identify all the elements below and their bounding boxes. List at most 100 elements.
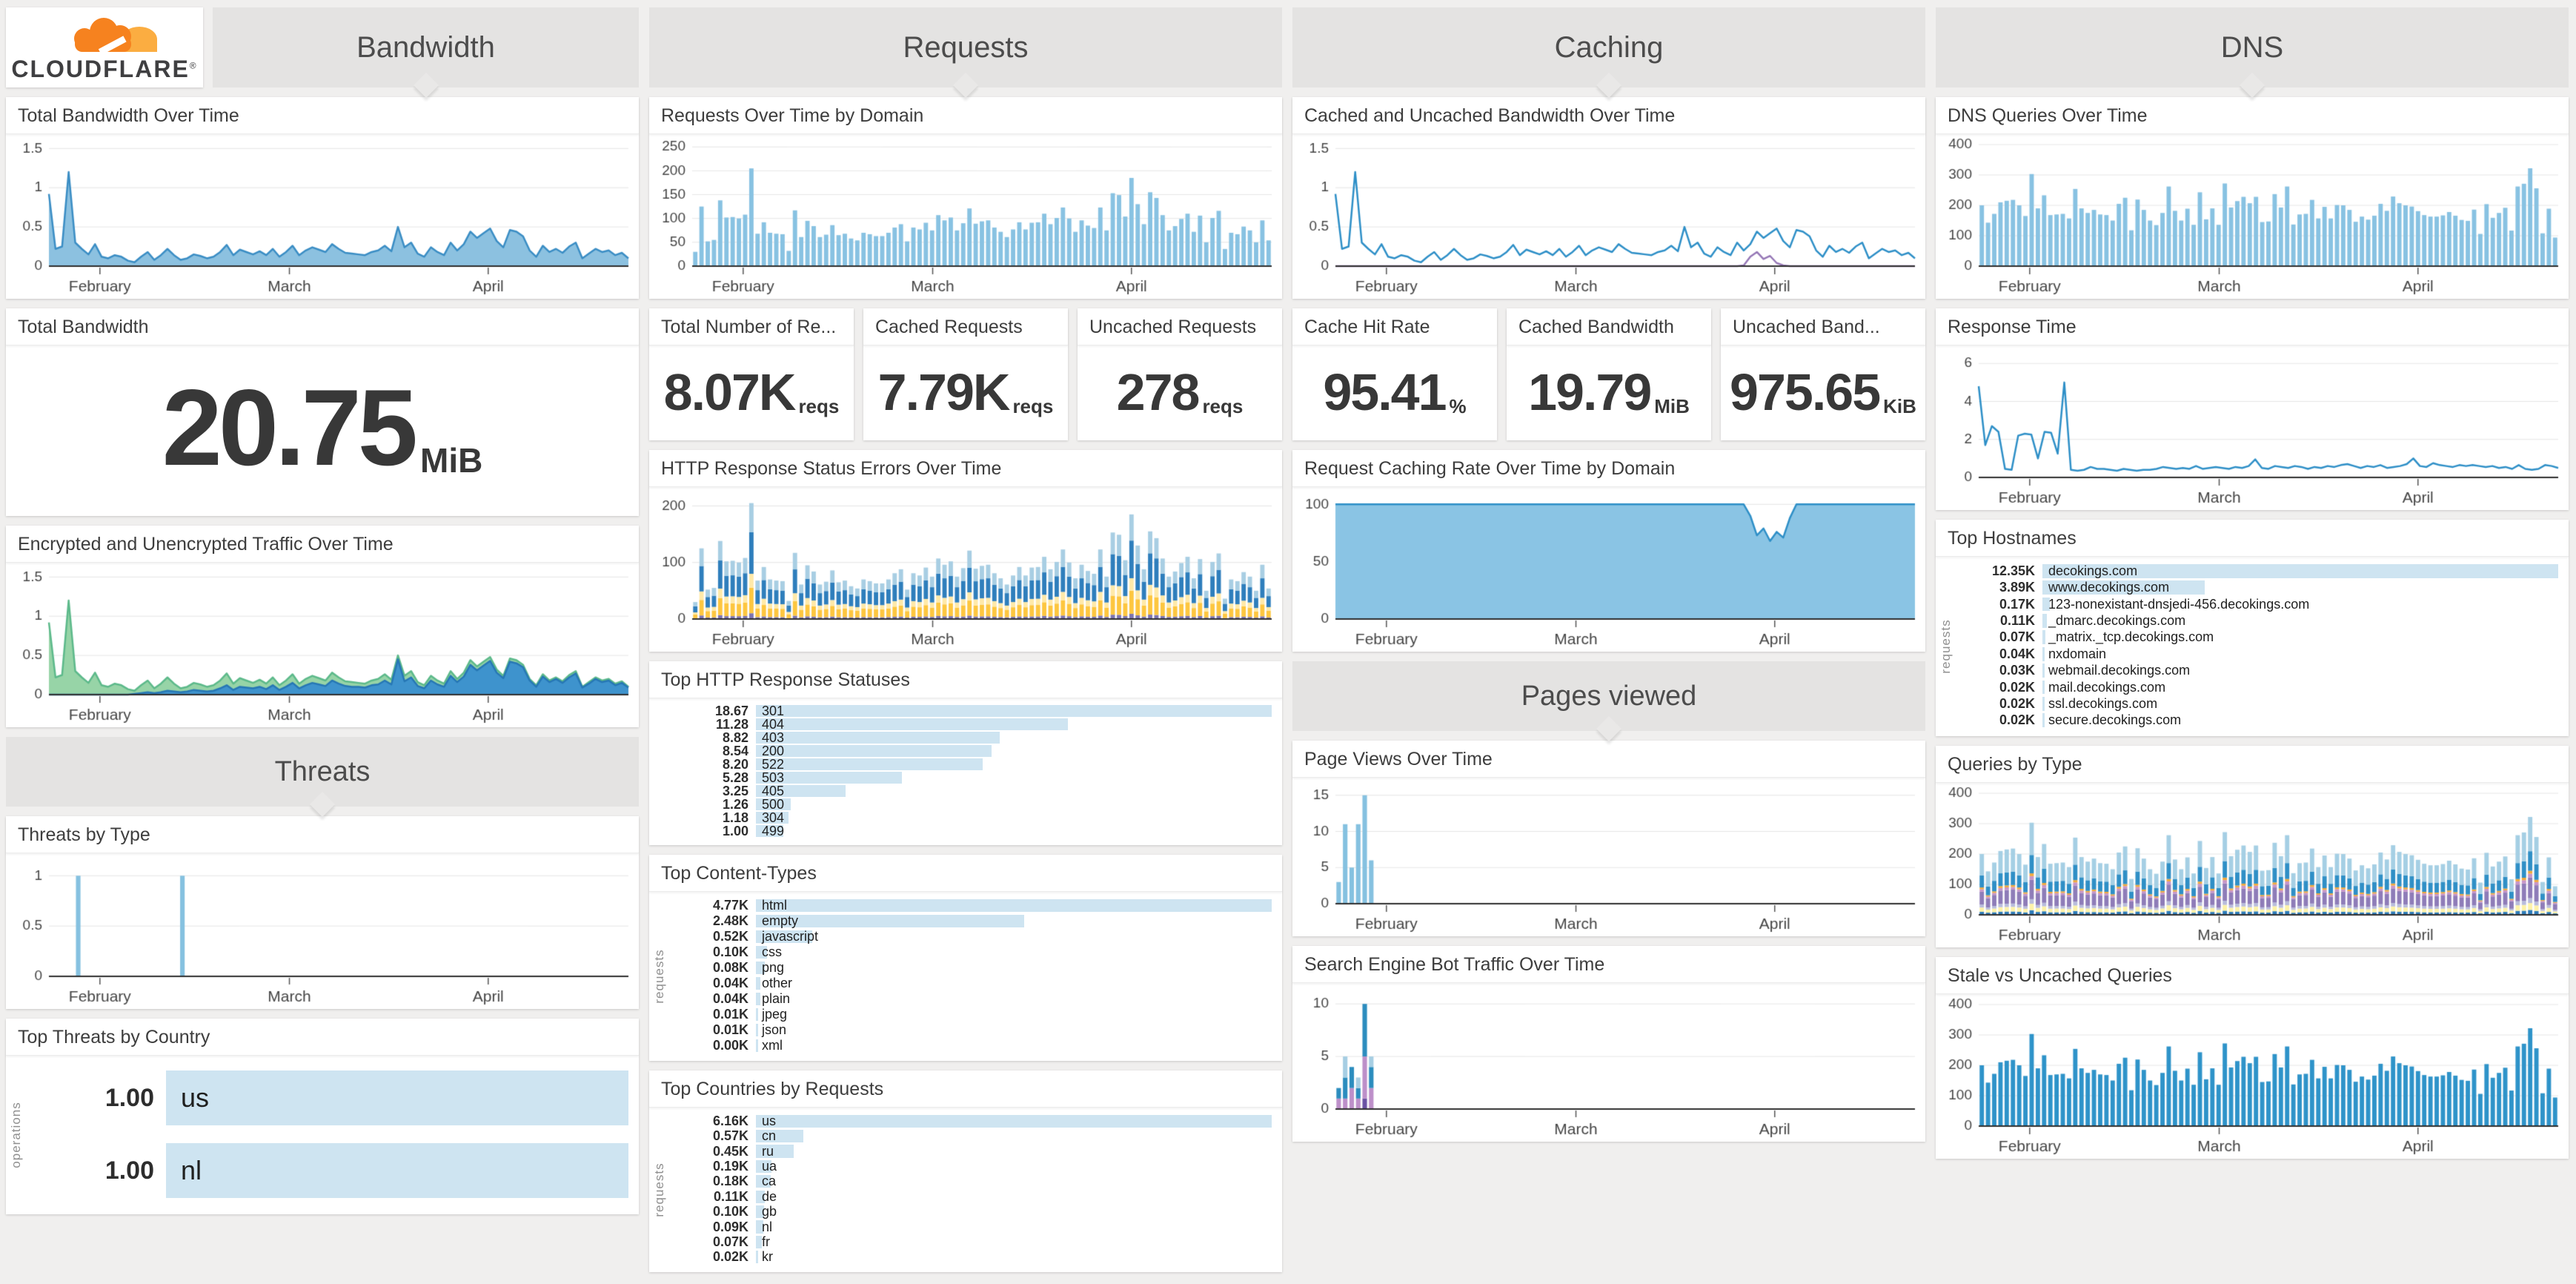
list-item[interactable]: 3.25 405 — [685, 784, 1272, 798]
list-item-value: 6.16K — [712, 1113, 748, 1128]
list-item-label: 404 — [762, 716, 785, 732]
list-item[interactable]: 0.03K webmail.decokings.com — [1971, 662, 2558, 678]
list-item-value: 1.18 — [722, 810, 748, 825]
list-item[interactable]: 0.18K ca — [685, 1174, 1272, 1189]
list-item-label: secure.decokings.com — [2048, 712, 2182, 728]
list-item[interactable]: 1.26 500 — [685, 796, 1272, 812]
cloudflare-brand: CLOUDFLARE® — [11, 56, 198, 82]
list-item[interactable]: 0.57K cn — [685, 1128, 1272, 1143]
section-header-dns: DNS — [1936, 7, 2569, 87]
list-item[interactable]: 0.01K json — [685, 1022, 1272, 1038]
list-item-bar — [756, 758, 983, 770]
panel-title: Total Bandwidth — [6, 308, 639, 345]
list-item[interactable]: 1.00 499 — [685, 824, 1272, 838]
panel-title: Top Hostnames — [1936, 520, 2569, 557]
list-item[interactable]: 0.02K kr — [685, 1249, 1272, 1265]
list-item[interactable]: 0.08K png — [685, 960, 1272, 976]
list-item[interactable]: 11.28 404 — [685, 716, 1272, 732]
list-item-label: _matrix._tcp.decokings.com — [2048, 629, 2214, 645]
list-item[interactable]: 8.82 403 — [685, 730, 1272, 745]
list-item[interactable]: 18.67 301 — [685, 704, 1272, 718]
list-item[interactable]: 0.04K plain — [685, 991, 1272, 1007]
list-item[interactable]: 0.09K nl — [685, 1220, 1272, 1234]
list-item[interactable]: 4.77K html — [685, 898, 1272, 913]
list-item-label: other — [762, 976, 793, 990]
panel-encrypted-traffic: Encrypted and Unencrypted Traffic Over T… — [6, 526, 639, 727]
list-item[interactable]: 12.35K decokings.com — [1971, 563, 2558, 579]
list-item[interactable]: 0.11K de — [685, 1189, 1272, 1204]
list-item[interactable]: 0.17K 123-nonexistant-dnsjedi-456.decokin… — [1971, 596, 2558, 612]
list-item[interactable]: 0.04K nxdomain — [1971, 646, 2558, 662]
list-item-bar — [756, 1130, 804, 1143]
panel-title: Queries by Type — [1936, 746, 2569, 783]
list-item[interactable]: 0.07K _matrix._tcp.decokings.com — [1971, 629, 2558, 646]
panel-top-hostnames: Top Hostnames requests 12.35K decokings.c… — [1936, 520, 2569, 736]
list-item[interactable]: 0.19K ua — [685, 1159, 1272, 1174]
list-item[interactable]: 3.89K www.decokings.com — [1971, 579, 2558, 595]
list-item[interactable]: 0.10K gb — [685, 1204, 1272, 1219]
panel-requests-over-time: Requests Over Time by Domain — [649, 97, 1282, 299]
list-item[interactable]: 8.20 522 — [685, 756, 1272, 772]
section-header-threats: Threats — [6, 737, 639, 807]
stale-vs-uncached-queries-chart[interactable] — [1936, 994, 2569, 1159]
list-item[interactable]: 0.02K ssl.decokings.com — [1971, 695, 2558, 712]
list-item[interactable]: 0.11K _dmarc.decokings.com — [1971, 612, 2558, 629]
list-item-bar — [756, 732, 1000, 744]
encrypted-unencrypted-traffic-chart[interactable] — [6, 563, 639, 727]
list-item-bar-track: 500 — [756, 797, 1272, 812]
panel-title: Stale vs Uncached Queries — [1936, 957, 2569, 994]
panel-bot-traffic: Search Engine Bot Traffic Over Time — [1292, 946, 1925, 1142]
y-axis-label: operations — [9, 1102, 23, 1168]
request-caching-rate-chart[interactable] — [1292, 487, 1925, 652]
list-item[interactable]: 1.00 us — [42, 1062, 628, 1134]
total-bandwidth-over-time-chart[interactable] — [6, 134, 639, 299]
list-item[interactable]: 5.28 503 — [685, 770, 1272, 785]
list-item-label: nl — [181, 1155, 202, 1185]
panel-title: DNS Queries Over Time — [1936, 97, 2569, 134]
list-item-bar-track: 499 — [756, 824, 1272, 838]
list-item-label: css — [762, 944, 782, 959]
list-item[interactable]: 1.18 304 — [685, 810, 1272, 825]
list-item-bar — [756, 1190, 766, 1203]
uncached-bandwidth-value: 975.65 — [1730, 363, 1881, 421]
list-item-value: 8.20 — [722, 756, 748, 772]
list-item-label: kr — [762, 1249, 773, 1265]
list-item[interactable]: 8.54 200 — [685, 744, 1272, 758]
list-item-bar — [756, 1039, 758, 1053]
dns-queries-over-time-chart[interactable] — [1936, 134, 2569, 299]
list-item-value: 11.28 — [715, 716, 748, 732]
page-views-over-time-chart[interactable] — [1292, 778, 1925, 936]
list-item[interactable]: 0.00K xml — [685, 1038, 1272, 1053]
list-item-bar-track: 301 — [756, 704, 1272, 718]
list-item[interactable]: 0.52K javascript — [685, 929, 1272, 944]
list-item[interactable]: 2.48K empty — [685, 913, 1272, 929]
uncached-requests-unit: reqs — [1202, 395, 1244, 417]
list-item[interactable]: 0.01K jpeg — [685, 1007, 1272, 1022]
list-item-value: 2.48K — [712, 913, 748, 928]
search-engine-bot-traffic-chart[interactable] — [1292, 983, 1925, 1142]
list-item[interactable]: 0.02K secure.decokings.com — [1971, 712, 2558, 729]
panel-title: Response Time — [1936, 308, 2569, 345]
panel-title: Top Threats by Country — [6, 1019, 639, 1056]
list-item[interactable]: 6.16K us — [685, 1113, 1272, 1128]
requests-over-time-chart[interactable] — [649, 134, 1282, 299]
response-time-chart[interactable] — [1936, 345, 2569, 510]
list-item[interactable]: 0.10K css — [685, 944, 1272, 960]
list-item[interactable]: 0.02K mail.decokings.com — [1971, 679, 2558, 695]
list-item[interactable]: 0.45K ru — [685, 1144, 1272, 1159]
http-response-status-errors-chart[interactable] — [649, 487, 1282, 652]
list-item-bar-track: us — [166, 1070, 628, 1126]
list-item-bar — [166, 1070, 628, 1126]
cached-uncached-bandwidth-chart[interactable] — [1292, 134, 1925, 299]
list-item[interactable]: 0.04K other — [685, 976, 1272, 991]
list-item-bar — [756, 899, 1272, 913]
list-item-bar-track: xml — [756, 1038, 1272, 1053]
list-item-value: 1.00 — [104, 1083, 154, 1112]
list-item-bar — [756, 812, 789, 824]
queries-by-type-chart[interactable] — [1936, 783, 2569, 947]
list-item[interactable]: 1.00 nl — [42, 1134, 628, 1207]
list-item-value: 1.26 — [722, 796, 748, 812]
threats-by-type-chart[interactable] — [6, 853, 639, 1009]
list-item[interactable]: 0.07K fr — [685, 1234, 1272, 1249]
